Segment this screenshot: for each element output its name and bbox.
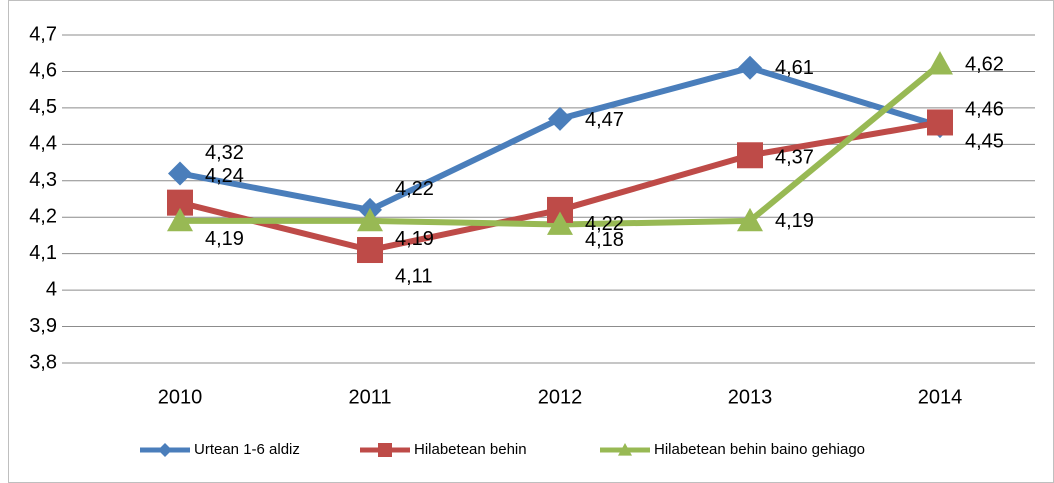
data-label: 4,24 bbox=[205, 165, 244, 187]
x-tick-label: 2012 bbox=[538, 386, 583, 408]
marker bbox=[357, 207, 383, 232]
data-label: 4,32 bbox=[205, 142, 244, 164]
marker bbox=[737, 142, 763, 169]
legend-marker bbox=[378, 443, 392, 457]
marker bbox=[927, 109, 953, 136]
y-tick-label: 4 bbox=[46, 278, 57, 300]
marker bbox=[738, 55, 762, 80]
data-label: 4,46 bbox=[965, 99, 1004, 121]
y-tick-label: 4,7 bbox=[29, 23, 57, 45]
legend-label: Hilabetean behin baino gehiago bbox=[654, 441, 865, 458]
x-tick-label: 2013 bbox=[728, 386, 773, 408]
data-label: 4,22 bbox=[395, 178, 434, 200]
data-label: 4,19 bbox=[205, 228, 244, 250]
marker bbox=[927, 51, 953, 75]
y-tick-label: 3,9 bbox=[29, 315, 57, 337]
data-label: 4,47 bbox=[585, 109, 624, 131]
y-tick-label: 4,3 bbox=[29, 169, 57, 191]
marker bbox=[168, 161, 192, 186]
y-tick-label: 3,8 bbox=[29, 351, 57, 373]
data-label: 4,61 bbox=[775, 57, 814, 79]
data-label: 4,11 bbox=[395, 265, 432, 287]
legend-label: Hilabetean behin bbox=[414, 441, 527, 458]
legend-marker bbox=[158, 443, 172, 457]
data-label: 4,19 bbox=[395, 228, 434, 250]
legend-marker bbox=[618, 443, 632, 456]
marker bbox=[547, 211, 573, 235]
x-tick-label: 2010 bbox=[158, 386, 203, 408]
data-label: 4,45 bbox=[965, 130, 1004, 152]
x-tick-label: 2014 bbox=[918, 386, 963, 408]
marker bbox=[548, 106, 572, 131]
x-tick-label: 2011 bbox=[348, 386, 391, 408]
y-tick-label: 4,4 bbox=[29, 133, 57, 155]
y-tick-label: 4,6 bbox=[29, 60, 57, 82]
legend-label: Urtean 1-6 aldiz bbox=[194, 441, 300, 458]
data-label: 4,62 bbox=[965, 53, 1004, 75]
y-tick-label: 4,5 bbox=[29, 96, 57, 118]
data-label: 4,19 bbox=[775, 210, 814, 232]
y-tick-label: 4,1 bbox=[29, 242, 57, 264]
chart-frame bbox=[8, 0, 1054, 483]
data-label: 4,37 bbox=[775, 147, 814, 169]
marker bbox=[737, 207, 763, 232]
y-tick-label: 4,2 bbox=[29, 206, 57, 228]
marker bbox=[167, 207, 193, 232]
data-label: 4,18 bbox=[585, 229, 624, 251]
data-label: 4,22 bbox=[585, 213, 624, 235]
marker bbox=[357, 237, 383, 264]
